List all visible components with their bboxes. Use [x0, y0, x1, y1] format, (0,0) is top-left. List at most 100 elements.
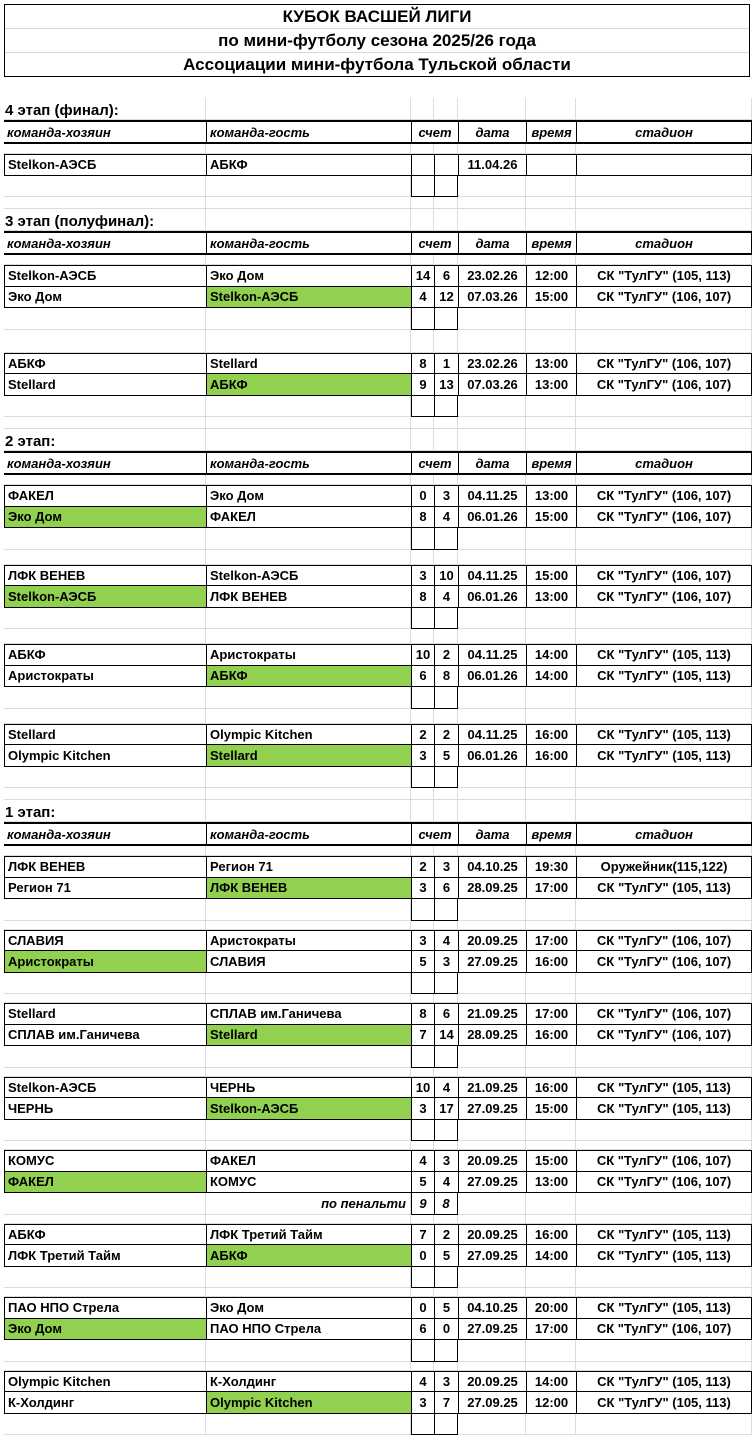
spacer-cell	[526, 1413, 576, 1435]
score-home-cell: 7	[411, 1024, 434, 1046]
spacer-cell	[526, 1119, 576, 1141]
s1-cell	[411, 329, 434, 353]
match-row: Stelkon-АЭСБ АБКФ 11.04.26	[4, 154, 752, 176]
pair-gap-row	[4, 1141, 752, 1150]
section-label: 2 этап:	[5, 433, 56, 450]
score-away-cell: 5	[434, 1245, 458, 1267]
scorebox-row	[4, 687, 752, 709]
guest-cell	[206, 144, 411, 154]
time-cell	[526, 255, 576, 265]
date-cell: 27.09.25	[458, 951, 526, 973]
score-away-cell: 0	[434, 1318, 458, 1340]
score-away-cell: 1	[434, 352, 458, 374]
spacer-cell	[576, 98, 752, 120]
section-label-row: 1 этап:	[4, 800, 752, 822]
spacer-cell	[458, 1193, 526, 1215]
spacer-cell	[458, 528, 526, 550]
spacer-cell	[576, 528, 752, 550]
time-cell: 13:00	[526, 352, 576, 374]
score-home-cell: 2	[411, 856, 434, 878]
table-header-row: команда-хозяин команда-гость счет дата время…	[4, 231, 752, 255]
s2-cell	[434, 1214, 458, 1224]
spacer-cell	[526, 766, 576, 788]
date-cell: 04.10.25	[458, 856, 526, 878]
spacer-cell	[4, 1413, 206, 1435]
penalty-label-cell: по пенальти	[206, 1193, 411, 1215]
host-team-cell: ФАКЕЛ	[4, 1171, 206, 1193]
guest-team-cell: ПАО НПО Стрела	[206, 1318, 411, 1340]
host-cell	[4, 708, 206, 724]
score-home-cell: 9	[411, 374, 434, 396]
stadium-cell: СК "ТулГУ" (106, 107)	[576, 1150, 752, 1172]
time-cell: 12:00	[526, 265, 576, 287]
spacer-cell	[576, 972, 752, 994]
match-row: АБКФ Аристократы 10 2 04.11.25 14:00 СК "ТулГУ…	[4, 644, 752, 666]
stad-cell	[576, 629, 752, 644]
scorebox-row	[4, 395, 752, 417]
section-label: 3 этап (полуфинал):	[5, 213, 155, 230]
date-cell	[458, 846, 526, 856]
s2-cell	[434, 1361, 458, 1371]
scorebox-row	[4, 1413, 752, 1435]
spacer-cell	[526, 687, 576, 709]
time-cell: 17:00	[526, 1318, 576, 1340]
stadium-cell: СК "ТулГУ" (106, 107)	[576, 485, 752, 507]
header-score: счет	[411, 453, 458, 473]
spacer-cell	[458, 1413, 526, 1435]
header-stadium: стадион	[576, 233, 752, 253]
section-label: 1 этап:	[5, 804, 56, 821]
scorebox-row	[4, 1340, 752, 1362]
guest-team-cell: АБКФ	[206, 374, 411, 396]
score-away-cell: 4	[434, 1076, 458, 1098]
match-row: СПЛАВ им.Ганичева Stellard 7 14 28.09.25 16:0…	[4, 1024, 752, 1046]
spacer-cell	[526, 308, 576, 330]
time-cell: 15:00	[526, 564, 576, 586]
stadium-cell: СК "ТулГУ" (105, 113)	[576, 745, 752, 767]
date-cell: 23.02.26	[458, 352, 526, 374]
guest-team-cell: ФАКЕЛ	[206, 506, 411, 528]
spacer-cell	[576, 1266, 752, 1288]
guest-cell	[206, 1361, 411, 1371]
time-cell	[526, 475, 576, 485]
match-row: ЧЕРНЬ Stelkon-АЭСБ 3 17 27.09.25 15:00 СК "Тул…	[4, 1098, 752, 1120]
stad-cell	[576, 1288, 752, 1297]
empty-score-home-cell	[411, 1340, 434, 1362]
date-cell: 07.03.26	[458, 286, 526, 308]
spacer-cell	[4, 766, 206, 788]
host-team-cell: Эко Дом	[4, 506, 206, 528]
time-cell: 12:00	[526, 1392, 576, 1414]
guest-team-cell: Эко Дом	[206, 485, 411, 507]
pair-gap-row	[4, 920, 752, 930]
spacer-cell	[576, 209, 752, 231]
spacer-cell	[576, 308, 752, 330]
date-cell	[458, 994, 526, 1003]
empty-score-home-cell	[411, 687, 434, 709]
pair-gap-row	[4, 629, 752, 644]
stadium-cell: СК "ТулГУ" (106, 107)	[576, 352, 752, 374]
date-cell: 06.01.26	[458, 665, 526, 687]
guest-cell	[206, 846, 411, 856]
stad-cell	[576, 1141, 752, 1150]
score-away-cell: 4	[434, 586, 458, 608]
stadium-cell: СК "ТулГУ" (105, 113)	[576, 1370, 752, 1392]
spacer-cell	[458, 1340, 526, 1362]
score-home-cell: 3	[411, 1392, 434, 1414]
empty-score-away-cell	[434, 175, 458, 197]
guest-cell	[206, 920, 411, 930]
date-cell: 11.04.26	[458, 154, 526, 176]
spacer-cell	[4, 899, 206, 921]
spacer-row	[4, 197, 752, 209]
score-away-cell: 6	[434, 877, 458, 899]
scorebox-row	[4, 607, 752, 629]
time-cell: 17:00	[526, 1003, 576, 1025]
score-away-cell: 5	[434, 1297, 458, 1319]
stadium-cell: СК "ТулГУ" (106, 107)	[576, 1003, 752, 1025]
guest-team-cell: ЧЕРНЬ	[206, 1076, 411, 1098]
host-team-cell: Stellard	[4, 1003, 206, 1025]
spacer-cell	[458, 972, 526, 994]
match-row: СЛАВИЯ Аристократы 3 4 20.09.25 17:00 СК "ТулГ…	[4, 929, 752, 951]
penalty-home-cell: 9	[411, 1193, 434, 1215]
spacer-row	[4, 846, 752, 856]
s1-cell	[411, 788, 434, 800]
guest-cell	[206, 788, 411, 800]
